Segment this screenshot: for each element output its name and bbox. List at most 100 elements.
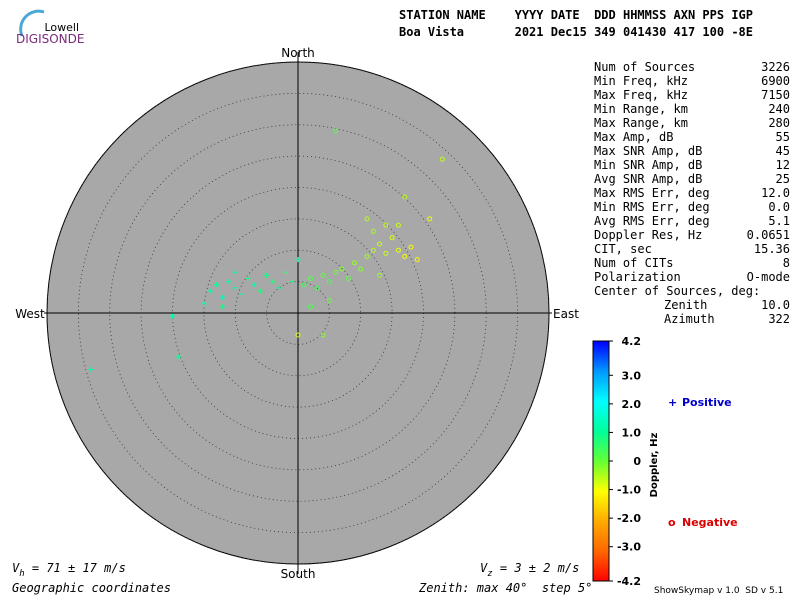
colorbar-cell — [593, 381, 609, 384]
colorbar-cell — [593, 445, 609, 448]
colorbar-cell — [593, 413, 609, 416]
colorbar-cell — [593, 375, 609, 378]
colorbar-tick-label: 3.0 — [622, 369, 642, 382]
colorbar-cell — [593, 527, 609, 530]
colorbar-cell — [593, 541, 609, 544]
colorbar-tick-label: -4.2 — [617, 575, 641, 588]
source-point — [170, 313, 175, 319]
colorbar-cell — [593, 365, 609, 368]
colorbar-cell — [593, 547, 609, 550]
header-labels: STATION NAME YYYY DATE DDD HHMMSS AXN PP… — [399, 8, 753, 22]
colorbar-cell — [593, 483, 609, 486]
colorbar-cell — [593, 505, 609, 508]
colorbar-cell — [593, 551, 609, 554]
colorbar-cell — [593, 521, 609, 524]
colorbar-cell — [593, 473, 609, 476]
colorbar-cell — [593, 531, 609, 534]
colorbar-cell — [593, 475, 609, 478]
footer-left: Geographic coordinates — [12, 581, 171, 595]
footer-middle: Zenith: max 40° step 5° — [418, 581, 592, 595]
vz-symbol: V — [480, 561, 488, 575]
source-point — [276, 285, 282, 291]
stat-value: 55 — [776, 130, 790, 144]
colorbar-cell — [593, 395, 609, 398]
stat-value: 0.0 — [768, 200, 790, 214]
stat-label: Doppler Res, Hz — [594, 228, 702, 242]
colorbar-cell — [593, 463, 609, 466]
source-point — [395, 247, 401, 253]
stat-label: Max Amp, dB — [594, 130, 673, 144]
colorbar-cell — [593, 557, 609, 560]
colorbar-cell — [593, 411, 609, 414]
source-point — [383, 222, 389, 228]
colorbar-cell — [593, 467, 609, 470]
stat-label: Avg SNR Amp, dB — [594, 172, 702, 186]
source-point — [289, 279, 295, 285]
colorbar-cell — [593, 537, 609, 540]
source-point — [88, 366, 94, 372]
colorbar-cell — [593, 559, 609, 562]
colorbar-cell — [593, 489, 609, 492]
source-point — [402, 254, 408, 260]
colorbar-cell — [593, 525, 609, 528]
colorbar-cell — [593, 341, 609, 344]
stat-label: Min RMS Err, deg — [594, 200, 710, 214]
colorbar-cell — [593, 359, 609, 362]
colorbar-cell — [593, 443, 609, 446]
colorbar-cell — [593, 481, 609, 484]
direction-label: North — [281, 46, 315, 60]
source-point — [232, 285, 238, 291]
stat-label: Min Freq, kHz — [594, 74, 688, 88]
source-point — [333, 269, 339, 275]
colorbar-cell — [593, 345, 609, 348]
legend-label: Negative — [682, 516, 738, 529]
colorbar-cell — [593, 543, 609, 546]
colorbar-cell — [593, 403, 609, 406]
colorbar-cell — [593, 423, 609, 426]
colorbar-cell — [593, 533, 609, 536]
source-point — [358, 266, 364, 272]
source-point — [408, 244, 414, 250]
source-point — [389, 235, 395, 241]
stat-value: 7150 — [761, 88, 790, 102]
source-point — [377, 241, 383, 247]
colorbar-cell — [593, 553, 609, 556]
colorbar-cell — [593, 477, 609, 480]
colorbar-cell — [593, 459, 609, 462]
colorbar-tick-label: 0 — [633, 455, 641, 468]
colorbar-cell — [593, 377, 609, 380]
source-point — [308, 304, 314, 310]
colorbar-cell — [593, 493, 609, 496]
colorbar-cell — [593, 409, 609, 412]
stat-label: Min Range, km — [594, 102, 688, 116]
colorbar-cell — [593, 511, 609, 514]
colorbar-cell — [593, 461, 609, 464]
legend-label: Positive — [682, 396, 732, 409]
source-point — [333, 128, 339, 134]
source-point — [176, 354, 182, 360]
stat-label: Num of Sources — [594, 60, 695, 74]
source-point — [232, 269, 238, 275]
center-value: 322 — [768, 312, 790, 326]
colorbar-cell — [593, 407, 609, 410]
colorbar-cell — [593, 455, 609, 458]
colorbar-cell — [593, 385, 609, 388]
colorbar-tick-label: 2.0 — [622, 398, 642, 411]
colorbar-cell — [593, 539, 609, 542]
stat-value: 12.0 — [761, 186, 790, 200]
colorbar-cell — [593, 371, 609, 374]
colorbar-cell — [593, 439, 609, 442]
source-point — [213, 282, 219, 288]
colorbar-cell — [593, 421, 609, 424]
source-point — [239, 291, 245, 297]
stat-value: 6900 — [761, 74, 790, 88]
direction-label: South — [281, 567, 316, 581]
colorbar-cell — [593, 491, 609, 494]
source-point — [264, 272, 270, 278]
colorbar-cell — [593, 449, 609, 452]
colorbar-cell — [593, 555, 609, 558]
colorbar-cell — [593, 417, 609, 420]
source-point — [257, 288, 263, 294]
source-point — [364, 216, 370, 222]
